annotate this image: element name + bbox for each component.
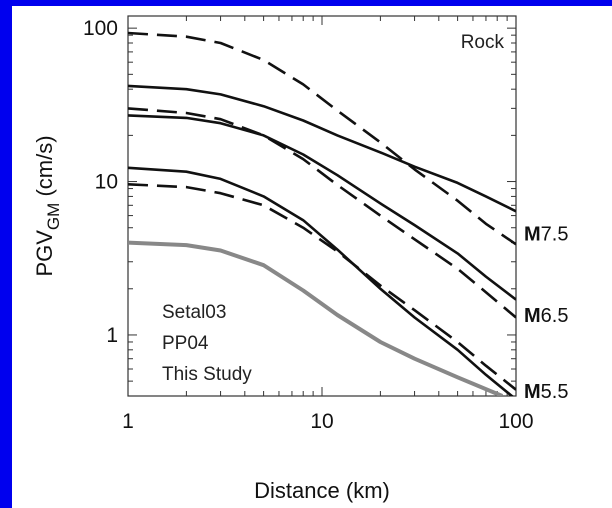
y-axis-title-sub: GM: [44, 203, 63, 230]
y-axis-title: PGVGM (cm/s): [32, 135, 63, 276]
chart-canvas: 1 10 100 1 10 100 Distance (km) PGVGM (cm/s)…: [12, 6, 612, 508]
x-tick-label: 10: [310, 410, 333, 433]
magnitude-symbol: M: [524, 381, 541, 403]
y-tick-label: 10: [95, 171, 118, 194]
y-tick-label: 1: [106, 324, 118, 347]
y-axis-title-main: PGV: [32, 230, 57, 277]
series-line-6: [128, 166, 514, 396]
y-tick-label: 100: [83, 17, 118, 40]
magnitude-label: M7.5: [524, 223, 568, 245]
series-line-7: [128, 240, 504, 396]
pgv-distance-chart: 1 10 100 1 10 100 Distance (km) PGVGM (cm/s)…: [32, 15, 568, 503]
legend-label: Setal03: [162, 302, 226, 323]
y-axis-title-tail: (cm/s): [32, 135, 57, 202]
series-line-2: [128, 84, 516, 213]
magnitude-value: 5.5: [541, 381, 569, 403]
magnitude-label: M6.5: [524, 305, 568, 327]
series-line-4: [128, 114, 516, 301]
magnitude-value: 7.5: [541, 223, 569, 245]
y-tick-labels: 1 10 100: [83, 17, 118, 347]
legend-label: PP04: [162, 333, 209, 354]
site-label: Rock: [461, 32, 505, 53]
series-line-3: [128, 107, 516, 319]
magnitude-symbol: M: [524, 305, 541, 327]
x-tick-label: 1: [122, 410, 134, 433]
x-tick-labels: 1 10 100: [122, 410, 533, 433]
x-axis-title: Distance (km): [254, 478, 390, 503]
x-tick-label: 100: [498, 410, 533, 433]
plot-frame: [127, 15, 517, 397]
magnitude-symbol: M: [524, 223, 541, 245]
legend-label: This Study: [162, 364, 252, 385]
series-line-5: [128, 183, 516, 391]
series-layer: [128, 31, 516, 396]
magnitude-labels: M7.5M6.5M5.5: [524, 223, 568, 403]
series-line-1: [128, 31, 516, 246]
legend-labels: Setal03 PP04 This Study: [162, 302, 252, 385]
magnitude-value: 6.5: [541, 305, 569, 327]
magnitude-label: M5.5: [524, 381, 568, 403]
